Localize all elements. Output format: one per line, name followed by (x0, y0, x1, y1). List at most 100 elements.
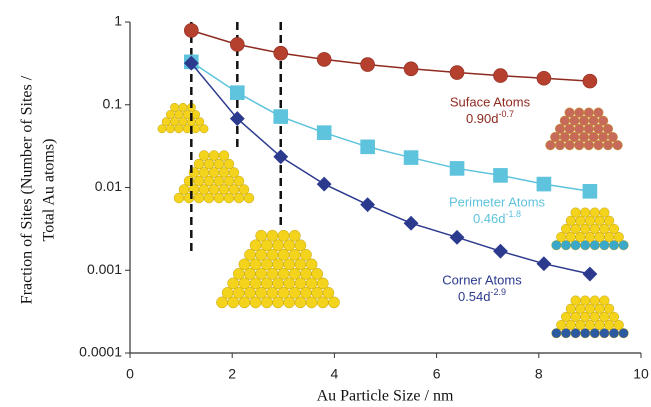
series-annotation: Corner Atoms (442, 272, 522, 287)
marker (493, 243, 508, 259)
marker (184, 23, 199, 38)
y-tick-label: 0.0001 (79, 344, 122, 360)
atom (594, 320, 605, 331)
marker (273, 149, 289, 165)
atom (570, 223, 581, 234)
series-formula: 0.46d-1.8 (473, 209, 521, 226)
atom (283, 277, 296, 290)
marker (360, 197, 376, 213)
atom (328, 296, 340, 309)
atom (604, 303, 615, 314)
atom (232, 287, 245, 299)
atom (221, 287, 234, 299)
atom (294, 277, 307, 290)
atom (594, 303, 605, 314)
atom (618, 328, 629, 339)
atom (218, 167, 230, 178)
atom (570, 207, 581, 218)
atom (559, 132, 570, 143)
atom (593, 123, 604, 134)
marker (360, 139, 375, 155)
atom (599, 207, 610, 218)
marker (403, 215, 419, 231)
x-tick-label: 10 (633, 366, 649, 382)
atom (575, 320, 586, 331)
atom (283, 239, 296, 252)
marker (493, 168, 508, 183)
series-line (190, 61, 591, 193)
atom (198, 167, 210, 178)
atom (249, 277, 262, 290)
marker (273, 45, 289, 61)
atom (238, 277, 251, 290)
atom (311, 268, 324, 280)
atom (249, 296, 262, 309)
series-formula: 0.54d-2.9 (458, 287, 506, 304)
atom (228, 184, 240, 195)
atom (570, 328, 581, 339)
y-tick-label: 0.1 (103, 95, 123, 111)
formula-exponent: -2.9 (491, 287, 507, 297)
marker (273, 109, 289, 124)
atom (569, 115, 580, 126)
atom (603, 123, 614, 134)
y-tick-label: 0.001 (87, 261, 122, 277)
atom (233, 192, 245, 204)
atom (294, 296, 307, 309)
atom (589, 207, 600, 218)
atom (599, 223, 610, 234)
formula-exponent: -0.7 (499, 109, 515, 119)
series-formula: 0.90d-0.7 (466, 109, 514, 126)
atom (198, 150, 210, 161)
atom (556, 232, 567, 243)
marker (403, 61, 419, 77)
atom (612, 140, 623, 151)
atom (593, 107, 604, 118)
atom (594, 215, 605, 226)
atom (300, 248, 312, 261)
atom (294, 239, 307, 252)
marker (582, 266, 598, 282)
atom (223, 158, 235, 170)
atom (266, 229, 279, 242)
atom (288, 248, 301, 261)
atom (203, 175, 215, 187)
atom (565, 215, 576, 226)
atom (203, 158, 215, 170)
atom (609, 240, 620, 251)
atom (244, 287, 256, 299)
y-axis-label: Fraction of Sites (Number of Sites / (19, 75, 36, 304)
atom (599, 311, 610, 322)
formula-base: 0.46d (473, 211, 506, 226)
marker (449, 65, 465, 80)
atom (599, 240, 610, 251)
atom (556, 320, 567, 331)
atom (277, 229, 290, 242)
atom (227, 296, 239, 309)
atom (227, 277, 239, 290)
atom (589, 295, 600, 306)
cluster-illustrations (157, 102, 629, 339)
atom (609, 311, 620, 322)
atom (218, 150, 230, 161)
marker (536, 176, 552, 192)
atom (545, 140, 556, 151)
atom (559, 115, 570, 126)
atom (266, 287, 279, 299)
atom (260, 258, 273, 271)
atom (604, 232, 615, 243)
atom (283, 258, 296, 271)
marker (229, 111, 245, 127)
atom (305, 277, 318, 290)
atom (561, 311, 572, 322)
atom (570, 311, 581, 322)
atom (255, 248, 268, 261)
atom (583, 123, 594, 134)
atom (213, 175, 225, 187)
atom (272, 277, 284, 290)
atom (277, 287, 290, 299)
atom (277, 248, 290, 261)
atom (583, 107, 594, 118)
atom (300, 268, 312, 280)
